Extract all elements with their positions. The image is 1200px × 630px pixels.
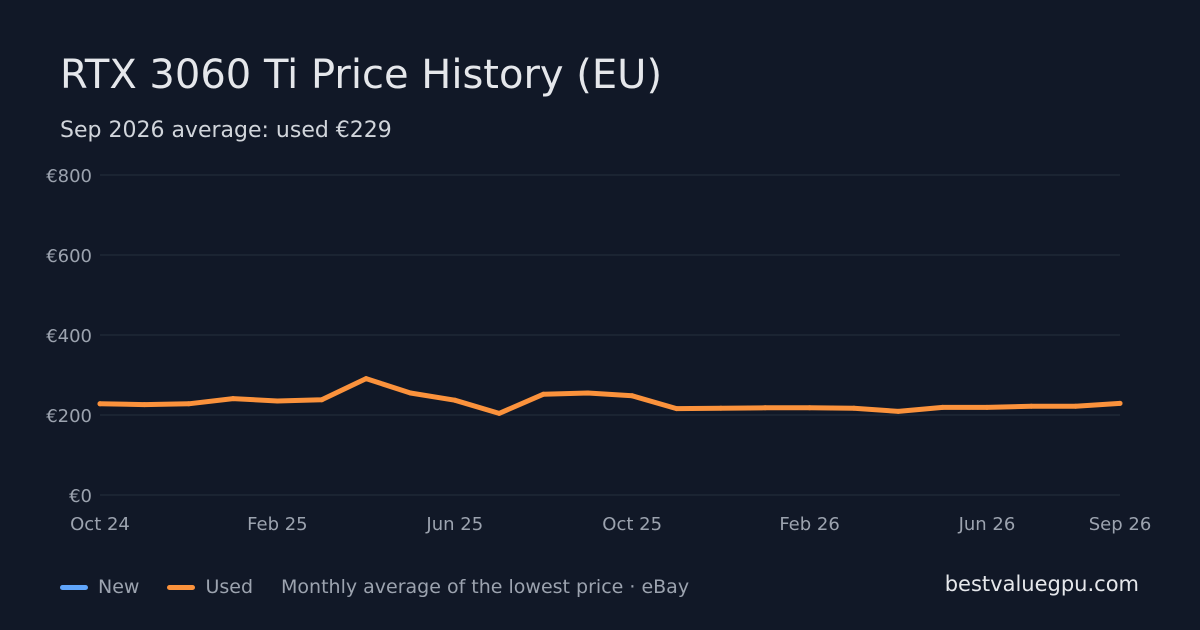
data-point: [762, 405, 768, 411]
data-point: [585, 390, 591, 396]
price-history-chart: €0€200€400€600€800 Oct 24 Feb 25 Jun 25 Oct…: [46, 166, 1151, 535]
data-point: [452, 397, 458, 403]
data-point: [540, 391, 546, 397]
brand-label: bestvaluegpu.com: [944, 572, 1139, 596]
series-line-used: [97, 376, 1123, 416]
y-tick-label: €800: [46, 166, 92, 187]
data-point: [718, 405, 724, 411]
grid-lines: [100, 174, 1120, 496]
data-point: [895, 408, 901, 414]
data-point: [940, 404, 946, 410]
x-tick-label: Sep 26: [1089, 514, 1152, 535]
y-tick-label: €600: [46, 246, 92, 267]
legend: New Used Monthly average of the lowest p…: [60, 574, 689, 600]
legend-label-new: New: [98, 576, 140, 598]
x-tick-label: Feb 26: [779, 514, 840, 535]
legend-source-note: Monthly average of the lowest price · eB…: [281, 576, 690, 598]
legend-item-new[interactable]: New: [60, 576, 139, 598]
data-point: [230, 396, 236, 402]
data-point: [319, 397, 325, 403]
x-tick-label: Jun 26: [958, 514, 1016, 535]
x-tick-label: Feb 25: [247, 514, 308, 535]
data-point: [407, 390, 413, 396]
y-tick-label: €400: [46, 326, 92, 347]
legend-label-used: Used: [205, 576, 254, 598]
x-tick-label: Oct 24: [70, 514, 130, 535]
series-layer: [97, 376, 1123, 416]
data-point: [363, 376, 369, 382]
y-axis-ticks: €0 €200 €400 €600 €800: [46, 166, 92, 507]
data-point: [674, 406, 680, 412]
data-point: [496, 410, 502, 416]
data-point: [851, 405, 857, 411]
data-point: [984, 404, 990, 410]
data-point: [807, 405, 813, 411]
x-tick-label: Jun 25: [425, 514, 483, 535]
x-axis-ticks: Oct 24 Feb 25 Jun 25 Oct 25 Feb 26 Jun 26 Sep …: [70, 514, 1151, 535]
data-point: [186, 401, 192, 407]
y-tick-label: €200: [46, 406, 92, 427]
data-point: [629, 393, 635, 399]
legend-item-used[interactable]: Used: [167, 576, 253, 598]
data-point: [1073, 403, 1079, 409]
data-point: [141, 402, 147, 408]
data-point: [1117, 400, 1123, 406]
data-point: [1028, 403, 1034, 409]
legend-swatch-new: [60, 584, 88, 590]
x-tick-label: Oct 25: [602, 514, 662, 535]
chart-title: RTX 3060 Ti Price History (EU): [60, 52, 663, 98]
chart-subtitle: Sep 2026 average: used €229: [60, 118, 392, 143]
legend-swatch-used: [167, 584, 196, 590]
y-tick-label: €0: [69, 486, 92, 507]
data-point: [274, 398, 280, 404]
data-point: [97, 401, 103, 407]
